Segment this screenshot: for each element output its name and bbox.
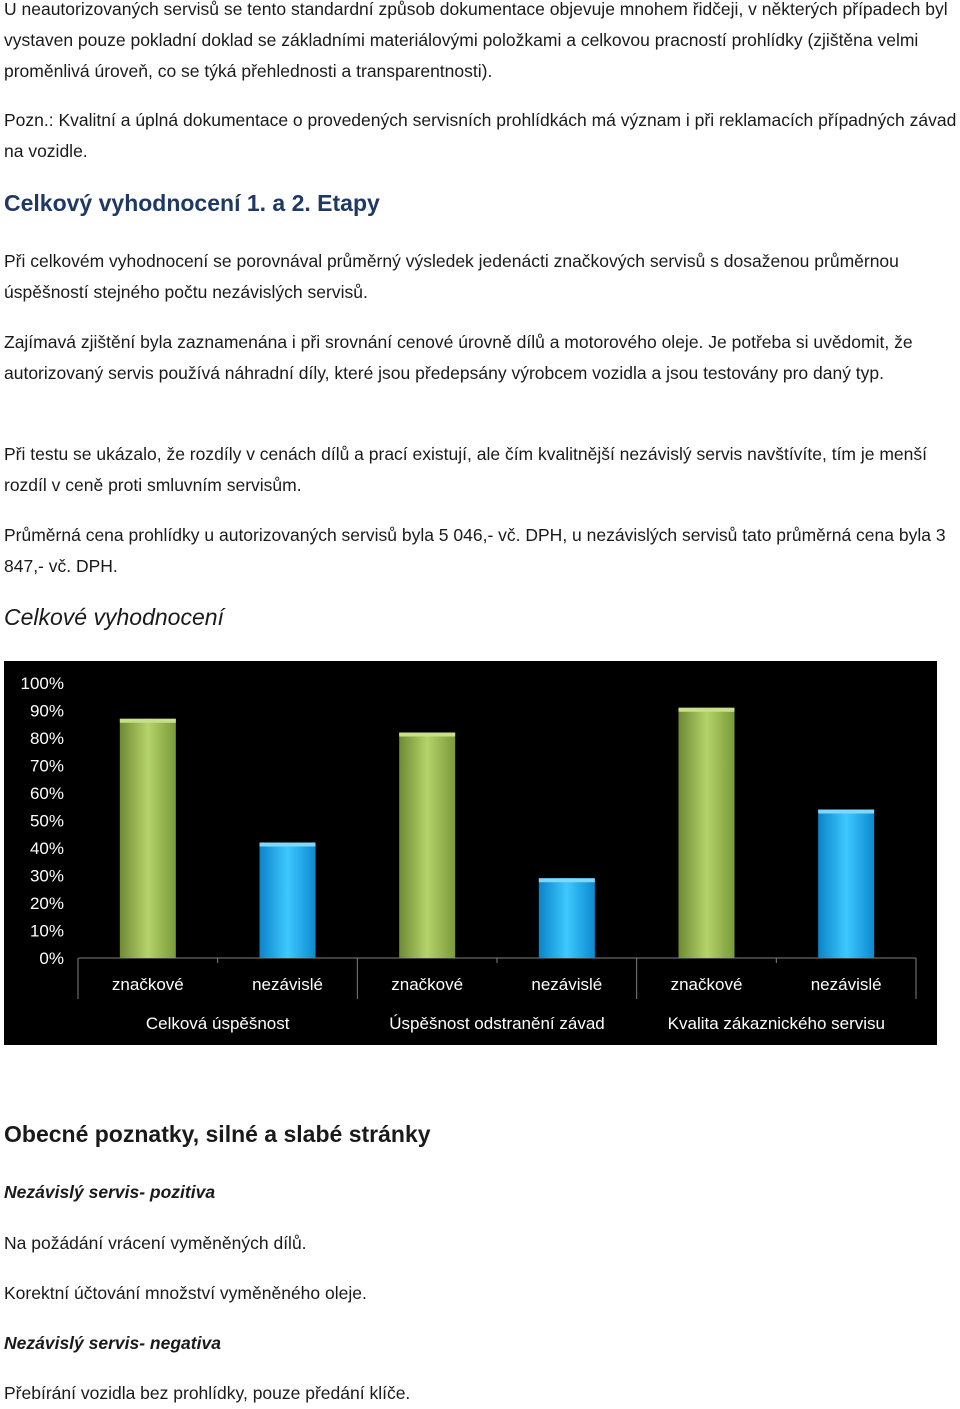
heading-celkove-vyhodnoceni: Celkové vyhodnocení bbox=[4, 604, 224, 630]
y-tick-label: 100% bbox=[21, 674, 64, 693]
y-tick-label: 0% bbox=[39, 949, 64, 968]
group-label: Celková úspěšnost bbox=[146, 1014, 290, 1033]
y-tick-label: 80% bbox=[30, 729, 64, 748]
y-tick-label: 90% bbox=[30, 702, 64, 721]
category-label: nezávislé bbox=[531, 975, 602, 994]
bar-top-highlight bbox=[119, 718, 176, 723]
paragraph-poznamka: Pozn.: Kvalitní a úplná dokumentace o pr… bbox=[4, 110, 957, 161]
y-tick-label: 30% bbox=[30, 867, 64, 886]
category-label: nezávislé bbox=[252, 975, 323, 994]
paragraph-vyhodnoceni: Při celkovém vyhodnocení se porovnával p… bbox=[4, 251, 899, 302]
bar-top-highlight bbox=[259, 842, 316, 847]
paragraph-uctovani-oleje: Korektní účtování množství vyměněného ol… bbox=[4, 1283, 367, 1303]
heading-obecne-poznatky: Obecné poznatky, silné a slabé stránky bbox=[4, 1121, 431, 1147]
y-tick-label: 60% bbox=[30, 784, 64, 803]
paragraph-dokumentace: U neautorizovaných servisů se tento stan… bbox=[4, 0, 948, 81]
bar-nezavisle bbox=[818, 809, 875, 958]
y-tick-label: 20% bbox=[30, 894, 64, 913]
bar-znackove bbox=[399, 732, 456, 958]
paragraph-zjisteni: Zajímavá zjištění byla zaznamenána i při… bbox=[4, 332, 913, 383]
group-label: Kvalita zákaznického servisu bbox=[668, 1014, 885, 1033]
bar-chart-svg: 0% 10% 20% 30% 40% 50% 60% 70% 80% 90% 100% značkov… bbox=[21, 674, 917, 1033]
category-label: značkové bbox=[671, 975, 743, 994]
bar-top-highlight bbox=[538, 878, 595, 883]
heading-etapy: Celkový vyhodnocení 1. a 2. Etapy bbox=[4, 190, 380, 216]
bar-nezavisle bbox=[538, 878, 595, 958]
paragraph-cena: Průměrná cena prohlídky u autorizovaných… bbox=[4, 525, 946, 576]
bar-top-highlight bbox=[678, 707, 735, 712]
bar-top-highlight bbox=[399, 732, 456, 737]
y-tick-label: 70% bbox=[30, 757, 64, 776]
category-label: značkové bbox=[112, 975, 184, 994]
bar-nezavisle bbox=[259, 842, 316, 958]
y-tick-label: 10% bbox=[30, 922, 64, 941]
y-tick-label: 50% bbox=[30, 812, 64, 831]
subheading-pozitiva: Nezávislý servis- pozitiva bbox=[4, 1182, 216, 1202]
bar-znackove bbox=[678, 707, 735, 958]
category-label: značkové bbox=[391, 975, 463, 994]
y-tick-label: 40% bbox=[30, 839, 64, 858]
paragraph-rozdily: Při testu se ukázalo, že rozdíly v cenác… bbox=[4, 444, 928, 495]
paragraph-prebirani: Přebírání vozidla bez prohlídky, pouze p… bbox=[4, 1383, 411, 1403]
category-label: nezávislé bbox=[811, 975, 882, 994]
bar-top-highlight bbox=[818, 809, 875, 814]
bar-znackove bbox=[119, 718, 176, 958]
group-label: Úspěšnost odstranění závad bbox=[389, 1014, 604, 1033]
subheading-negativa: Nezávislý servis- negativa bbox=[4, 1333, 221, 1353]
paragraph-vraceni-dilu: Na požádání vrácení vyměněných dílů. bbox=[4, 1233, 307, 1253]
bar-chart: 0% 10% 20% 30% 40% 50% 60% 70% 80% 90% 100% značkov… bbox=[4, 661, 937, 1045]
